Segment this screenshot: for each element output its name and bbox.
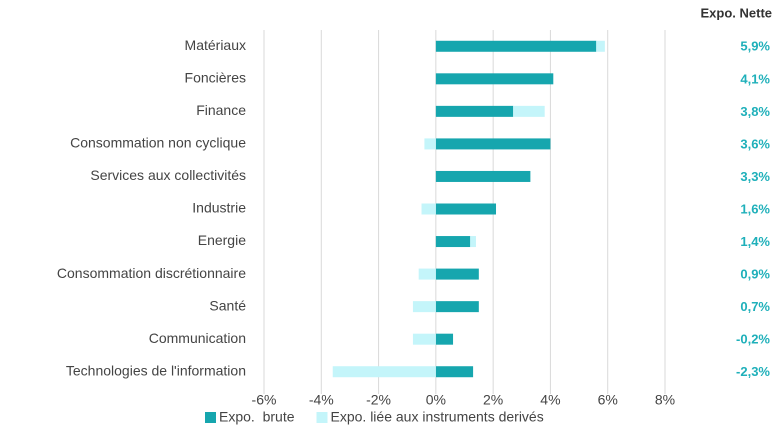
x-tick-label: 2%	[483, 392, 503, 408]
category-label: Communication	[149, 330, 246, 346]
category-label: Consommation discrétionnaire	[57, 265, 246, 281]
bar	[513, 105, 545, 117]
net-label: -0,2%	[736, 332, 770, 347]
bar	[435, 301, 479, 313]
net-label: 3,8%	[740, 104, 770, 119]
bar	[435, 170, 531, 182]
bar	[435, 138, 551, 150]
legend-label: Expo. liée aux instruments derivés	[331, 409, 544, 425]
net-label: -2,3%	[736, 364, 770, 379]
category-label: Matériaux	[185, 37, 246, 53]
category-label: Finance	[196, 102, 246, 118]
net-label: 4,1%	[740, 71, 770, 86]
net-label: 0,7%	[740, 299, 770, 314]
x-tick-label: 6%	[598, 392, 618, 408]
bar	[435, 73, 554, 85]
bar	[435, 268, 479, 280]
legend-swatch	[205, 412, 216, 423]
category-label: Services aux collectivités	[90, 167, 246, 183]
net-label: 0,9%	[740, 267, 770, 282]
legend-swatch	[316, 412, 328, 423]
bar	[435, 366, 474, 378]
category-label: Energie	[198, 232, 246, 248]
bar	[435, 203, 497, 215]
x-tick-label: 0%	[426, 392, 446, 408]
net-label: 1,6%	[740, 201, 770, 216]
x-tick-label: 8%	[655, 392, 675, 408]
legend-label: Expo. brute	[219, 409, 295, 425]
bar	[596, 40, 605, 52]
bar	[412, 301, 436, 313]
x-tick-label: -4%	[309, 392, 334, 408]
category-label: Foncières	[185, 70, 246, 86]
net-label: 1,4%	[740, 234, 770, 249]
bar	[332, 366, 436, 378]
category-label: Technologies de l'information	[66, 362, 246, 378]
net-label: 5,9%	[740, 39, 770, 54]
bar	[412, 333, 436, 345]
net-header: Expo. Nette	[700, 5, 772, 20]
bar	[470, 236, 476, 248]
category-label: Santé	[209, 297, 246, 313]
bar	[435, 105, 514, 117]
x-tick-label: -6%	[252, 392, 277, 408]
bar	[418, 268, 436, 280]
bar	[424, 138, 436, 150]
bar	[435, 333, 454, 345]
bar	[435, 236, 471, 248]
net-label: 3,3%	[740, 169, 770, 184]
category-label: Industrie	[192, 200, 246, 216]
bar	[435, 40, 597, 52]
category-label: Consommation non cyclique	[70, 135, 246, 151]
net-label: 3,6%	[740, 136, 770, 151]
x-tick-label: 4%	[540, 392, 560, 408]
x-tick-label: -2%	[366, 392, 391, 408]
bar	[421, 203, 436, 215]
